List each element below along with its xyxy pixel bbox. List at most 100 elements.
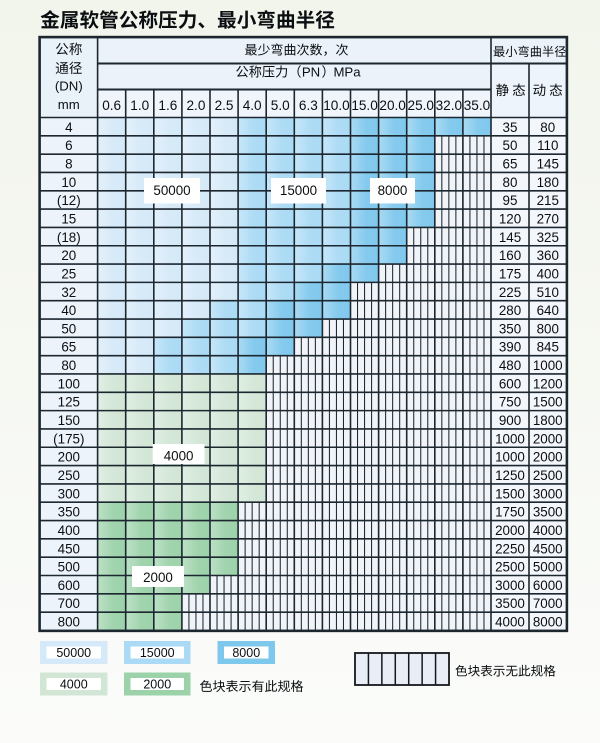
- svg-text:(175): (175): [53, 431, 84, 446]
- svg-text:450: 450: [58, 541, 80, 556]
- svg-text:15: 15: [61, 212, 76, 227]
- svg-text:(DN): (DN): [55, 79, 83, 94]
- svg-text:150: 150: [58, 413, 80, 428]
- svg-text:95: 95: [503, 193, 518, 208]
- svg-text:4000: 4000: [60, 678, 88, 692]
- svg-text:65: 65: [503, 157, 518, 172]
- svg-text:3500: 3500: [533, 505, 563, 520]
- svg-text:5.0: 5.0: [271, 98, 290, 113]
- svg-text:MPa: MPa: [333, 65, 361, 80]
- svg-text:mm: mm: [58, 97, 80, 112]
- svg-text:280: 280: [499, 303, 521, 318]
- svg-text:1500: 1500: [495, 486, 525, 501]
- svg-text:50: 50: [61, 321, 76, 336]
- svg-text:50000: 50000: [56, 646, 91, 660]
- svg-text:2500: 2500: [533, 468, 563, 483]
- svg-text:10: 10: [61, 175, 76, 190]
- svg-text:4.0: 4.0: [243, 98, 262, 113]
- svg-text:215: 215: [537, 193, 559, 208]
- svg-text:2000: 2000: [143, 570, 173, 585]
- svg-text:50: 50: [503, 138, 518, 153]
- svg-text:5000: 5000: [533, 560, 563, 575]
- svg-text:8000: 8000: [533, 615, 563, 630]
- svg-text:50000: 50000: [153, 183, 190, 198]
- svg-text:4000: 4000: [533, 523, 563, 538]
- svg-text:120: 120: [499, 212, 521, 227]
- svg-text:100: 100: [58, 376, 80, 391]
- svg-text:1.0: 1.0: [130, 98, 149, 113]
- svg-text:180: 180: [537, 175, 559, 190]
- svg-text:7000: 7000: [533, 596, 563, 611]
- svg-text:2250: 2250: [495, 541, 525, 556]
- svg-text:3500: 3500: [495, 596, 525, 611]
- svg-text:145: 145: [499, 230, 521, 245]
- svg-text:3000: 3000: [495, 578, 525, 593]
- svg-text:800: 800: [58, 615, 80, 630]
- svg-text:800: 800: [537, 321, 559, 336]
- svg-text:15000: 15000: [280, 183, 317, 198]
- svg-text:0.6: 0.6: [102, 98, 121, 113]
- svg-text:110: 110: [537, 138, 558, 153]
- svg-text:1500: 1500: [533, 395, 563, 410]
- svg-text:6: 6: [65, 138, 72, 153]
- svg-text:225: 225: [499, 285, 521, 300]
- svg-text:2000: 2000: [533, 431, 563, 446]
- svg-text:80: 80: [61, 358, 76, 373]
- svg-text:15000: 15000: [140, 646, 175, 660]
- svg-text:480: 480: [499, 358, 521, 373]
- svg-text:900: 900: [499, 413, 521, 428]
- svg-text:350: 350: [58, 505, 80, 520]
- svg-text:(18): (18): [57, 230, 81, 245]
- svg-text:2000: 2000: [495, 523, 525, 538]
- svg-text:25.0: 25.0: [408, 98, 435, 113]
- svg-text:35: 35: [503, 120, 518, 135]
- svg-text:600: 600: [58, 578, 80, 593]
- svg-text:1800: 1800: [533, 413, 563, 428]
- svg-text:640: 640: [537, 303, 559, 318]
- svg-text:80: 80: [540, 120, 555, 135]
- svg-text:400: 400: [537, 266, 559, 281]
- svg-text:1750: 1750: [495, 505, 525, 520]
- svg-text:8000: 8000: [232, 646, 260, 660]
- svg-text:270: 270: [537, 212, 559, 227]
- svg-text:10.0: 10.0: [323, 98, 350, 113]
- svg-text:4000: 4000: [495, 615, 525, 630]
- svg-text:32.0: 32.0: [436, 98, 463, 113]
- svg-text:1250: 1250: [495, 468, 525, 483]
- svg-text:8: 8: [65, 157, 72, 172]
- svg-text:160: 160: [499, 248, 521, 263]
- svg-text:2.5: 2.5: [215, 98, 234, 113]
- svg-text:40: 40: [61, 303, 76, 318]
- svg-text:80: 80: [503, 175, 518, 190]
- svg-text:360: 360: [537, 248, 559, 263]
- svg-text:1000: 1000: [533, 358, 563, 373]
- svg-text:500: 500: [58, 560, 80, 575]
- svg-text:510: 510: [537, 285, 559, 300]
- svg-text:2000: 2000: [533, 450, 563, 465]
- svg-text:175: 175: [499, 266, 521, 281]
- svg-text:1000: 1000: [495, 431, 525, 446]
- svg-text:20.0: 20.0: [379, 98, 406, 113]
- svg-text:3000: 3000: [533, 486, 563, 501]
- svg-text:6000: 6000: [533, 578, 563, 593]
- svg-text:4500: 4500: [533, 541, 563, 556]
- svg-text:4: 4: [65, 120, 73, 135]
- svg-text:300: 300: [58, 486, 80, 501]
- svg-text:25: 25: [61, 266, 76, 281]
- svg-text:700: 700: [58, 596, 80, 611]
- svg-text:PN: PN: [302, 65, 320, 80]
- svg-text:200: 200: [58, 450, 80, 465]
- svg-text:2000: 2000: [143, 678, 171, 692]
- svg-text:845: 845: [537, 340, 559, 355]
- svg-text:65: 65: [61, 340, 76, 355]
- svg-text:8000: 8000: [378, 183, 408, 198]
- svg-text:4000: 4000: [164, 449, 194, 464]
- svg-text:1.6: 1.6: [158, 98, 177, 113]
- svg-text:35.0: 35.0: [464, 98, 491, 113]
- svg-text:600: 600: [499, 376, 521, 391]
- svg-text:2.0: 2.0: [186, 98, 205, 113]
- svg-text:400: 400: [58, 523, 80, 538]
- svg-text:250: 250: [58, 468, 80, 483]
- svg-text:20: 20: [61, 248, 76, 263]
- svg-text:2500: 2500: [495, 560, 525, 575]
